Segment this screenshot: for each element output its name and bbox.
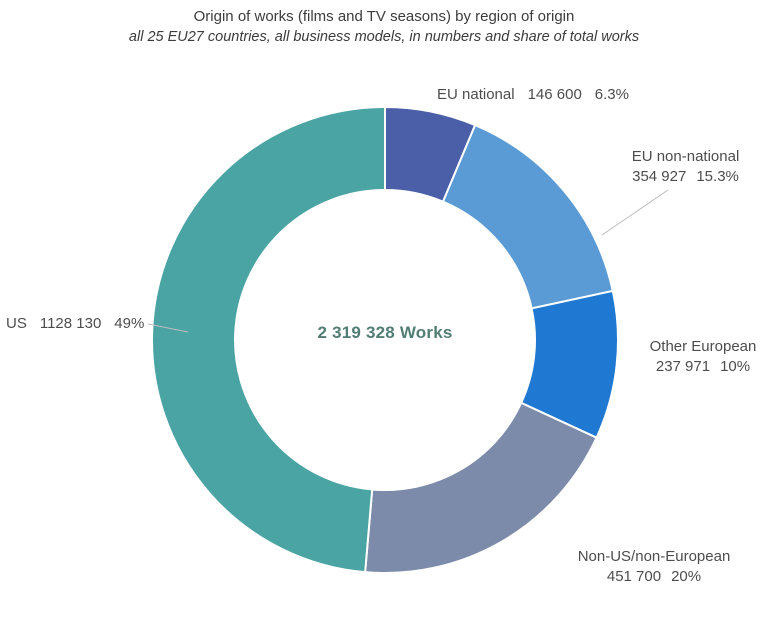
segment-value: 237 971	[655, 358, 711, 375]
segment-percent: 49%	[114, 315, 145, 332]
chart-title: Origin of works (films and TV seasons) b…	[193, 8, 575, 25]
segment-percent: 15.3%	[696, 168, 739, 185]
segment-value: 146 600	[527, 86, 582, 103]
segment-percent: 10%	[720, 358, 751, 375]
segment-percent: 6.3%	[594, 86, 629, 103]
segment-value: 1128 130	[39, 315, 102, 332]
segment-value: 354 927	[632, 168, 687, 185]
label-other-european: Other European 237 971 10%	[638, 337, 768, 377]
segment-name: Non-US/non-European	[577, 548, 731, 565]
center-total-label: 2 319 328 Works	[317, 323, 453, 342]
segment-name: EU national	[437, 86, 515, 103]
segment-percent: 20%	[671, 568, 702, 585]
segment-value: 451 700	[606, 568, 662, 585]
label-eu-national: EU national 146 600 6.3%	[437, 86, 629, 103]
segment-value-row: 451 700 20%	[549, 567, 759, 587]
label-us: US 1128 130 49%	[6, 315, 144, 332]
segment-name: EU non-national	[631, 148, 740, 165]
slice-non-us-non-european	[364, 401, 598, 574]
segment-value-row: 237 971 10%	[638, 357, 768, 377]
label-non-us-non-european: Non-US/non-European 451 700 20%	[549, 547, 759, 587]
segment-name: US	[6, 315, 27, 332]
segment-name: Other European	[649, 338, 757, 355]
leader-line-us	[147, 323, 189, 333]
slice-eu-non-national	[441, 123, 614, 310]
slice-us	[151, 105, 386, 574]
chart-subtitle: all 25 EU27 countries, all business mode…	[128, 29, 640, 45]
label-eu-non-national: EU non-national 354 927 15.3%	[613, 147, 758, 187]
donut-slices	[151, 105, 620, 574]
leader-line-eu-non-national	[601, 189, 669, 236]
segment-value-row: 354 927 15.3%	[613, 167, 758, 187]
